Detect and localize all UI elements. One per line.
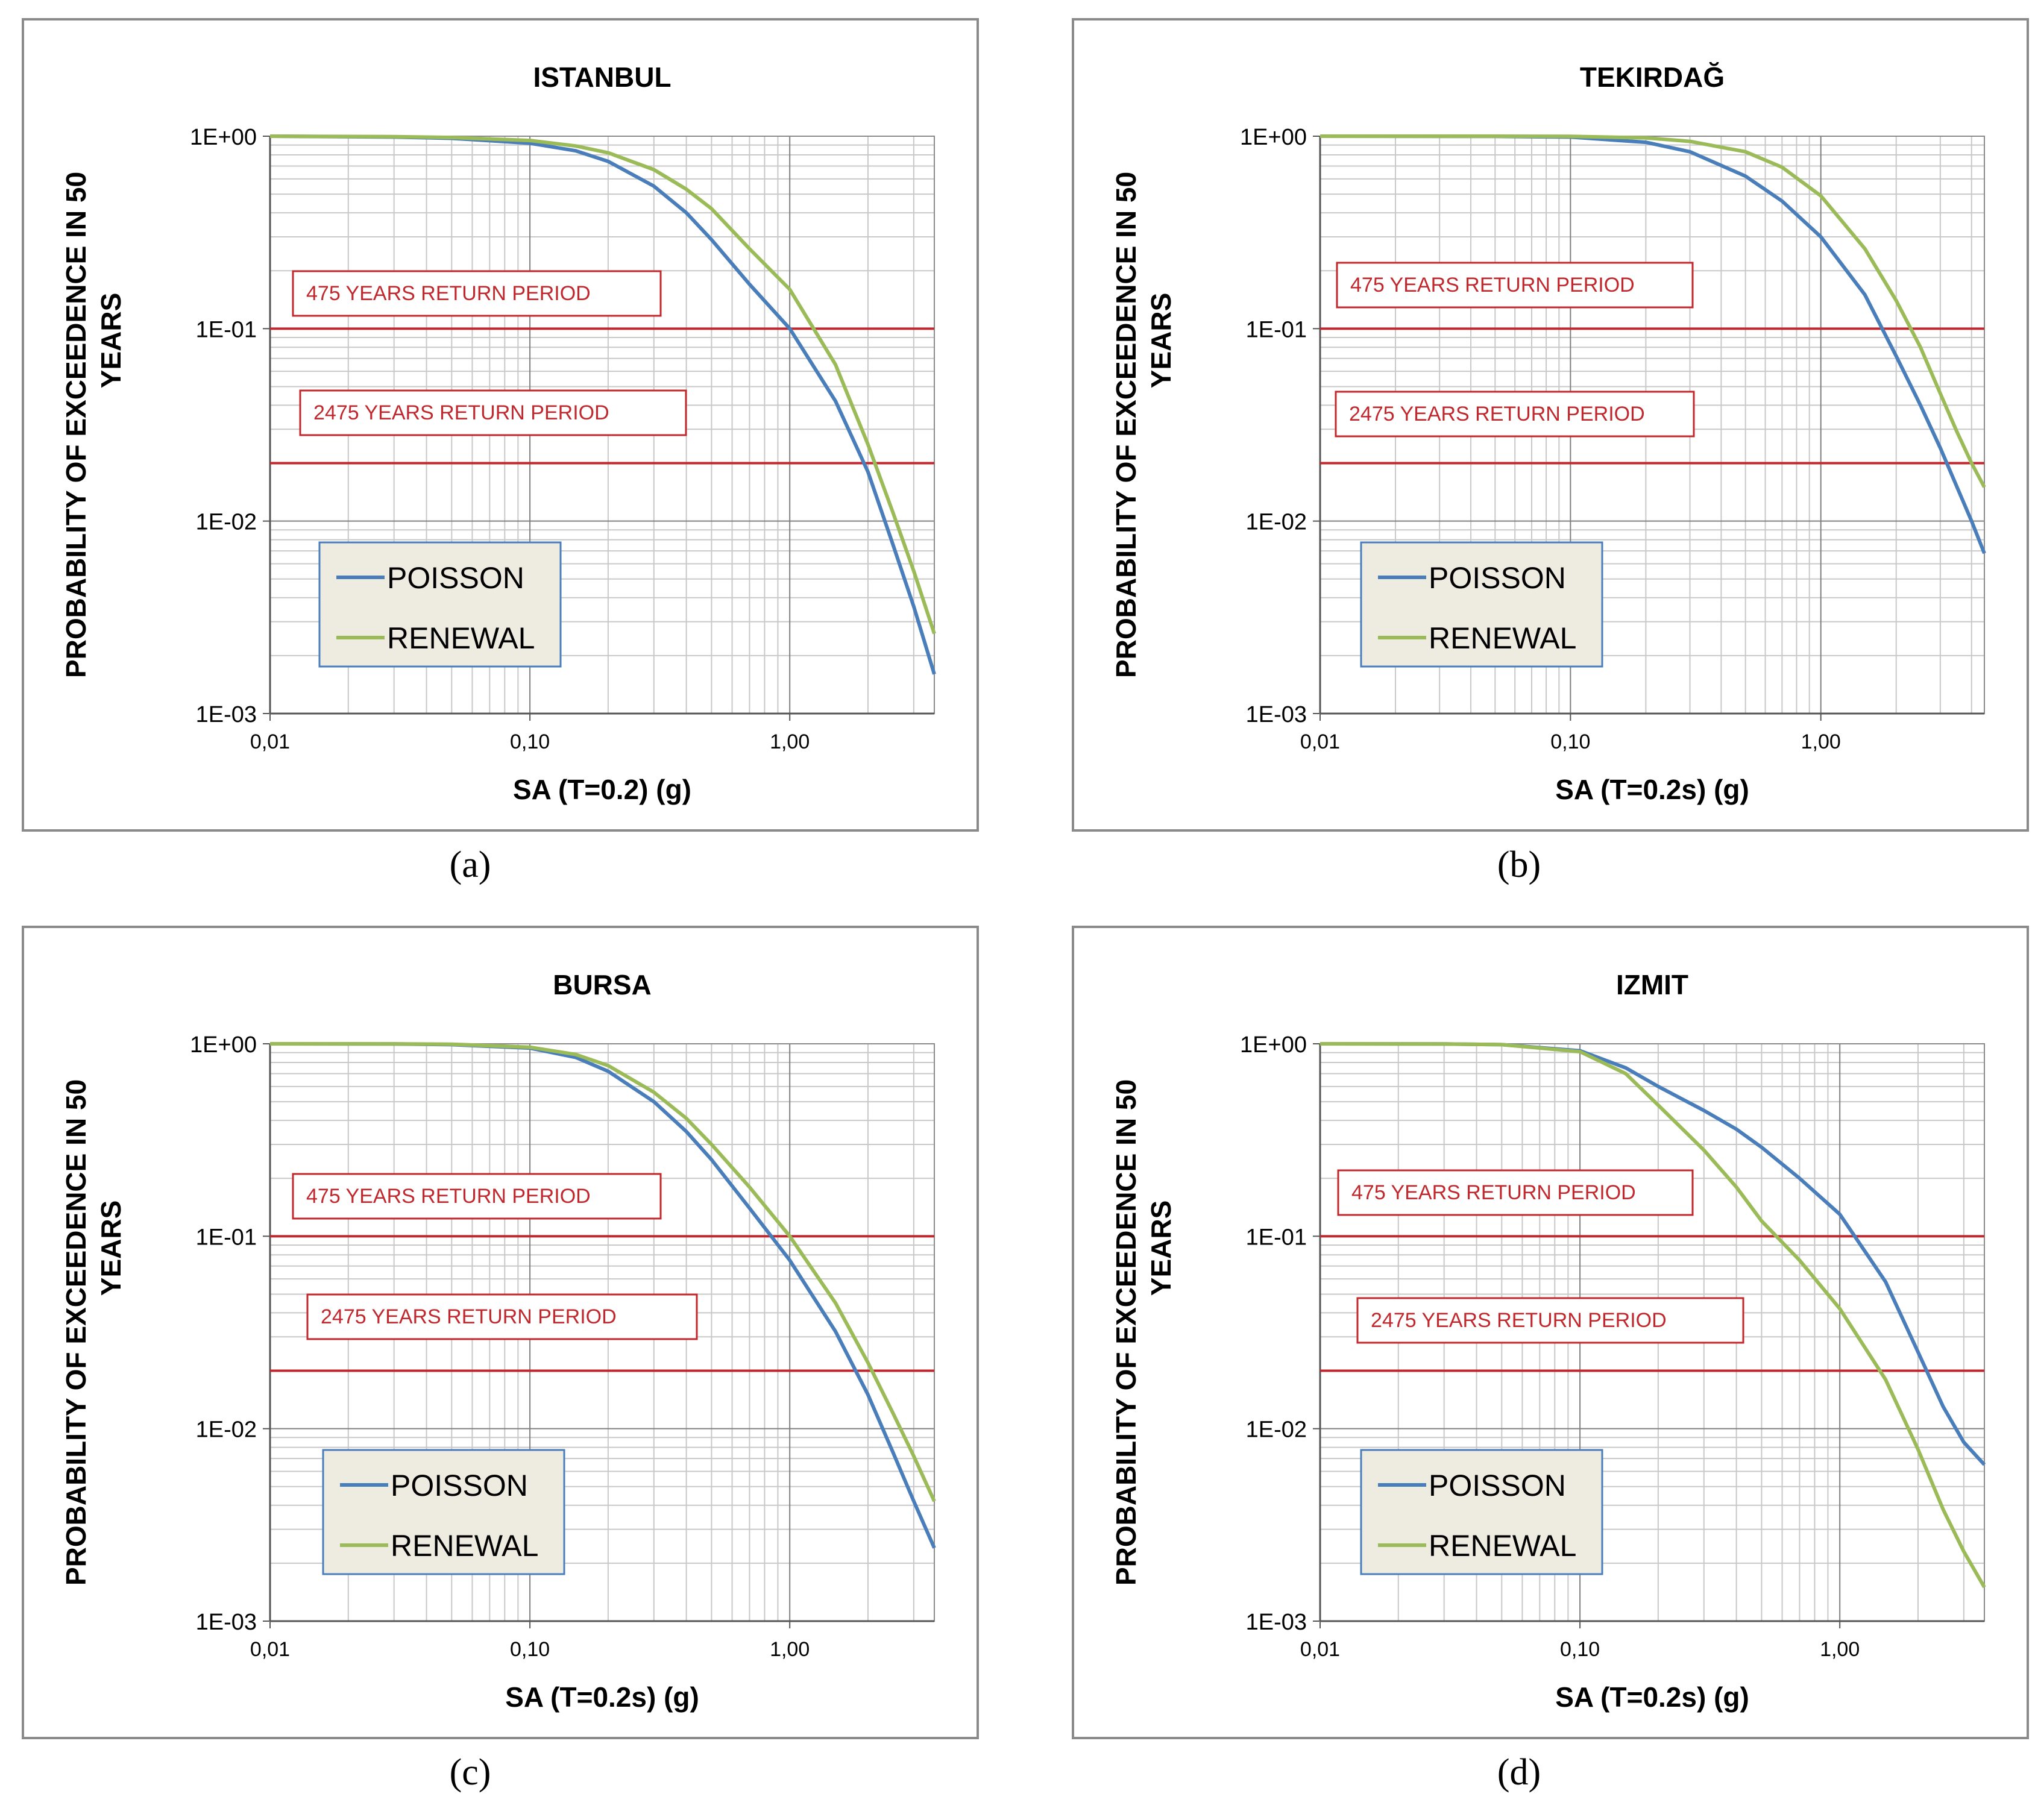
return-period-label-box xyxy=(299,389,687,436)
return-period-label-box xyxy=(1337,1169,1694,1216)
y-axis-label-line1: PROBABILITY OF EXCEEDENCE IN 50 xyxy=(60,1079,92,1586)
y-axis-label-line2: YEARS xyxy=(95,1200,127,1296)
caption-a: (a) xyxy=(449,844,491,885)
chart-panel-bursa: BURSA PROBABILITY OF EXCEEDENCE IN 50 YEAR… xyxy=(22,926,979,1739)
y-tick-label: 1E-03 xyxy=(1246,1610,1307,1635)
return-period-label-box xyxy=(292,1173,662,1220)
return-period-label: 475 YEARS RETURN PERIOD xyxy=(1350,274,1635,297)
series-line-renewal xyxy=(269,134,936,635)
y-axis-label-line2: YEARS xyxy=(1145,1200,1177,1296)
y-tick-label: 1E-01 xyxy=(196,317,257,342)
return-period-label: 475 YEARS RETURN PERIOD xyxy=(1351,1181,1636,1204)
legend-box xyxy=(322,1449,565,1575)
chart-svg-bursa: BURSA PROBABILITY OF EXCEEDENCE IN 50 YEAR… xyxy=(60,969,936,1713)
x-axis-label: SA (T=0.2s) (g) xyxy=(1555,1681,1749,1713)
return-period-label-box xyxy=(1356,1297,1744,1344)
y-tick-label: 1E-02 xyxy=(196,510,257,535)
return-period-label: 2475 YEARS RETURN PERIOD xyxy=(313,401,609,424)
return-period-label: 2475 YEARS RETURN PERIOD xyxy=(321,1305,617,1328)
y-tick-label: 1E-03 xyxy=(196,1610,257,1635)
chart-panel-izmit: IZMIT PROBABILITY OF EXCEEDENCE IN 50 YEAR… xyxy=(1072,926,2029,1739)
x-tick-label: 0,10 xyxy=(510,730,550,753)
caption-b: (b) xyxy=(1497,844,1541,885)
caption-d: (d) xyxy=(1497,1752,1541,1793)
y-tick-label: 1E-03 xyxy=(1246,702,1307,727)
x-axis-label: SA (T=0.2s) (g) xyxy=(1555,774,1749,805)
series-line-renewal xyxy=(1320,134,1986,488)
chart-panel-istanbul: ISTANBUL PROBABILITY OF EXCEEDENCE IN 50 Y… xyxy=(22,18,979,832)
y-tick-label: 1E-01 xyxy=(196,1225,257,1250)
legend-label: POISSON xyxy=(1429,1469,1566,1502)
legend-box xyxy=(318,541,562,668)
y-axis-label-line1: PROBABILITY OF EXCEEDENCE IN 50 xyxy=(60,172,92,678)
y-axis-label-line2: YEARS xyxy=(95,293,127,388)
legend-label: RENEWAL xyxy=(1429,1529,1576,1563)
legend-label: RENEWAL xyxy=(387,621,535,655)
series-line-renewal xyxy=(269,1042,936,1502)
y-tick-label: 1E-02 xyxy=(196,1417,257,1443)
return-period-label-box xyxy=(1336,262,1694,309)
x-tick-label: 0,01 xyxy=(250,1638,290,1661)
return-period-label: 2475 YEARS RETURN PERIOD xyxy=(1371,1309,1667,1332)
chart-title: TEKIRDAĞ xyxy=(1580,61,1725,93)
chart-title: ISTANBUL xyxy=(533,61,671,93)
x-tick-label: 0,10 xyxy=(510,1638,550,1661)
chart-svg-tekirdag: TEKIRDAĞ PROBABILITY OF EXCEEDENCE IN 50 Y… xyxy=(1110,61,1986,805)
return-period-label: 475 YEARS RETURN PERIOD xyxy=(306,1185,591,1208)
x-tick-label: 1,00 xyxy=(770,1638,810,1661)
return-period-label-box xyxy=(292,270,662,317)
legend-box xyxy=(1360,1449,1603,1575)
y-tick-label: 1E-03 xyxy=(196,702,257,727)
x-tick-label: 0,10 xyxy=(1550,730,1590,753)
y-tick-label: 1E-01 xyxy=(1246,1225,1307,1250)
y-tick-label: 1E+00 xyxy=(190,125,257,150)
x-tick-label: 0,01 xyxy=(1300,1638,1340,1661)
legend-box xyxy=(1360,541,1603,668)
y-tick-label: 1E-02 xyxy=(1246,1417,1307,1443)
legend-label: POISSON xyxy=(1429,561,1566,595)
chart-panel-tekirdag: TEKIRDAĞ PROBABILITY OF EXCEEDENCE IN 50 Y… xyxy=(1072,18,2029,832)
y-axis-label-line1: PROBABILITY OF EXCEEDENCE IN 50 xyxy=(1110,1079,1142,1586)
chart-title: IZMIT xyxy=(1616,969,1688,1000)
x-axis-label: SA (T=0.2s) (g) xyxy=(505,1681,699,1713)
x-tick-label: 0,10 xyxy=(1560,1638,1600,1661)
y-axis-label-line1: PROBABILITY OF EXCEEDENCE IN 50 xyxy=(1110,172,1142,678)
x-tick-label: 0,01 xyxy=(250,730,290,753)
x-tick-label: 1,00 xyxy=(1820,1638,1860,1661)
legend-label: POISSON xyxy=(387,561,524,595)
return-period-label-box xyxy=(306,1293,698,1340)
legend-label: RENEWAL xyxy=(1429,621,1576,655)
y-tick-label: 1E+00 xyxy=(1240,125,1307,150)
series-line-renewal xyxy=(1319,1042,1986,1589)
x-axis-label: SA (T=0.2) (g) xyxy=(513,774,691,805)
chart-svg-istanbul: ISTANBUL PROBABILITY OF EXCEEDENCE IN 50 Y… xyxy=(60,61,936,805)
chart-svg-izmit: IZMIT PROBABILITY OF EXCEEDENCE IN 50 YEAR… xyxy=(1110,969,1986,1713)
x-tick-label: 1,00 xyxy=(1801,730,1841,753)
y-tick-label: 1E+00 xyxy=(1240,1032,1307,1058)
series-line-poisson xyxy=(1319,1042,1986,1466)
return-period-label-box xyxy=(1335,391,1695,438)
return-period-label: 2475 YEARS RETURN PERIOD xyxy=(1349,403,1645,425)
x-tick-label: 0,01 xyxy=(1300,730,1340,753)
series-line-poisson xyxy=(1319,134,1986,554)
y-tick-label: 1E-02 xyxy=(1246,510,1307,535)
y-axis-label-line2: YEARS xyxy=(1145,293,1177,388)
caption-c: (c) xyxy=(449,1752,491,1793)
x-tick-label: 1,00 xyxy=(770,730,810,753)
legend-label: POISSON xyxy=(391,1469,528,1502)
y-tick-label: 1E-01 xyxy=(1246,317,1307,342)
return-period-label: 475 YEARS RETURN PERIOD xyxy=(306,282,591,305)
legend-label: RENEWAL xyxy=(391,1529,538,1563)
chart-title: BURSA xyxy=(553,969,652,1000)
y-tick-label: 1E+00 xyxy=(190,1032,257,1058)
